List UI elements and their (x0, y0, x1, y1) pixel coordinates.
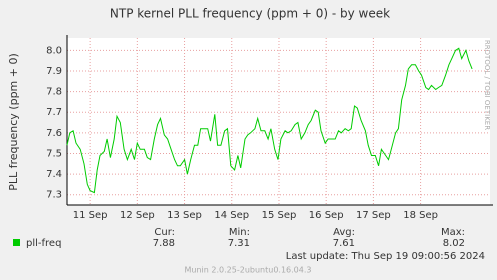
legend-stat-header: Min: (229, 227, 250, 238)
y-tick-label: 7.5 (46, 148, 62, 159)
legend-swatch (13, 239, 20, 246)
legend-label: pll-freq (26, 238, 61, 249)
side-text: RRDTOOL / TOBI OETIKER (483, 40, 491, 130)
legend-stat-header: Cur: (154, 227, 175, 238)
y-tick-label: 8.0 (46, 45, 62, 56)
series-line (66, 47, 473, 194)
legend-stat: 8.02 (443, 238, 465, 249)
y-axis-label: PLL frequency (ppm + 0) (7, 53, 20, 191)
last-update: Last update: Thu Sep 19 09:00:56 2024 (286, 251, 485, 262)
legend-stat: 7.88 (153, 238, 175, 249)
legend-stat-header: Max: (441, 227, 465, 238)
y-tick-label: 7.8 (46, 87, 62, 98)
x-tick-label: 13 Sep (167, 210, 202, 221)
x-tick-label: 11 Sep (73, 210, 108, 221)
x-tick-label: 14 Sep (214, 210, 249, 221)
chart-title: NTP kernel PLL frequency (ppm + 0) - by … (110, 7, 390, 21)
footer: Munin 2.0.25-2ubuntu0.16.04.3 (185, 266, 312, 275)
legend-stat: 7.61 (333, 238, 355, 249)
y-tick-label: 7.7 (46, 107, 62, 118)
y-tick-label: 7.4 (46, 169, 62, 180)
y-tick-label: 7.9 (46, 66, 62, 77)
x-tick-label: 15 Sep (262, 210, 297, 221)
legend-stat-header: Avg: (333, 227, 355, 238)
y-tick-label: 7.6 (46, 128, 62, 139)
x-tick-label: 12 Sep (120, 210, 155, 221)
y-tick-label: 7.3 (46, 190, 62, 201)
x-tick-label: 17 Sep (356, 210, 391, 221)
legend-stat: 7.31 (228, 238, 250, 249)
x-tick-label: 16 Sep (309, 210, 344, 221)
x-tick-label: 18 Sep (403, 210, 438, 221)
